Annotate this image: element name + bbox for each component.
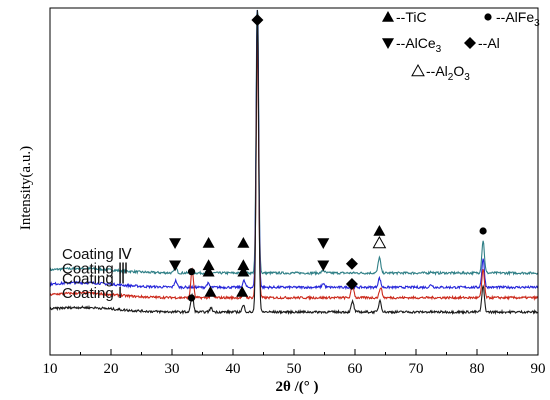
legend-label-4: --Al — [478, 35, 500, 51]
phase-markers — [169, 14, 487, 302]
series-line-1 — [49, 9, 539, 277]
x-tick-label-90: 90 — [531, 361, 546, 377]
phase-marker-triangle-up-11 — [237, 259, 250, 271]
phase-marker-triangle-up-14 — [202, 265, 215, 277]
axes: 10 20 30 40 50 60 70 80 90 — [43, 7, 546, 377]
x-tick-label-20: 20 — [104, 361, 119, 377]
x-tick-label-70: 70 — [409, 361, 424, 377]
series-line-3 — [49, 38, 539, 301]
x-tick-label-40: 40 — [226, 361, 241, 377]
phase-marker-triangle-down-2 — [169, 238, 182, 249]
legend-marker-circle — [484, 13, 492, 21]
legend-label-3: --AlCe3 — [396, 35, 442, 55]
x-tick-label-10: 10 — [43, 361, 58, 377]
x-tick-label-50: 50 — [287, 361, 302, 377]
phase-marker-diamond-1 — [251, 14, 264, 26]
phase-marker-triangle-up-19 — [236, 286, 249, 297]
phase-marker-circle-17 — [187, 294, 196, 302]
phase-marker-triangle-up-3 — [202, 237, 215, 248]
series-label-1: Coating Ⅳ — [62, 246, 132, 263]
y-axis-title: Intensity(a.u.) — [18, 146, 34, 230]
legend-label-5: --Al2O3 — [426, 63, 470, 83]
x-axis-title: 2θ /(° ) — [276, 379, 319, 395]
x-tick-label-60: 60 — [348, 361, 363, 377]
series-line-2 — [49, 9, 538, 291]
series-label-3: Coating Ⅱ — [62, 271, 125, 288]
phase-marker-triangle-up-4 — [237, 237, 250, 248]
legend-marker-triangle-open — [411, 63, 425, 77]
legend-marker-triangle-up — [382, 11, 394, 22]
phase-marker-triangle-open-7 — [372, 235, 387, 249]
phase-marker-triangle-up-18 — [204, 286, 217, 297]
series-label-4: Coating Ⅰ — [62, 285, 122, 302]
legend: --TiC --AlFe3 --AlCe3 --Al --Al2O3 — [382, 9, 540, 83]
phase-marker-triangle-down-9 — [169, 260, 182, 272]
phase-marker-triangle-up-6 — [373, 225, 386, 236]
phase-marker-triangle-up-10 — [202, 259, 215, 271]
legend-marker-diamond — [464, 37, 476, 49]
legend-label-1: --TiC — [396, 9, 427, 25]
phase-marker-circle-8 — [479, 227, 487, 235]
x-tick-label-80: 80 — [470, 361, 485, 377]
series-line-4 — [49, 9, 539, 315]
phase-marker-circle-13 — [187, 268, 196, 276]
x-tick-label-30: 30 — [165, 361, 180, 377]
series-label-2: Coating Ⅲ — [62, 260, 128, 277]
phase-marker-triangle-down-12 — [317, 260, 330, 272]
phase-marker-triangle-up-15 — [237, 265, 250, 277]
phase-marker-diamond-20 — [345, 278, 358, 290]
plot-frame — [49, 7, 539, 356]
phase-marker-triangle-down-5 — [317, 238, 330, 249]
legend-marker-triangle-down — [382, 38, 394, 49]
legend-label-2: --AlFe3 — [496, 9, 540, 29]
phase-marker-diamond-16 — [345, 257, 358, 270]
